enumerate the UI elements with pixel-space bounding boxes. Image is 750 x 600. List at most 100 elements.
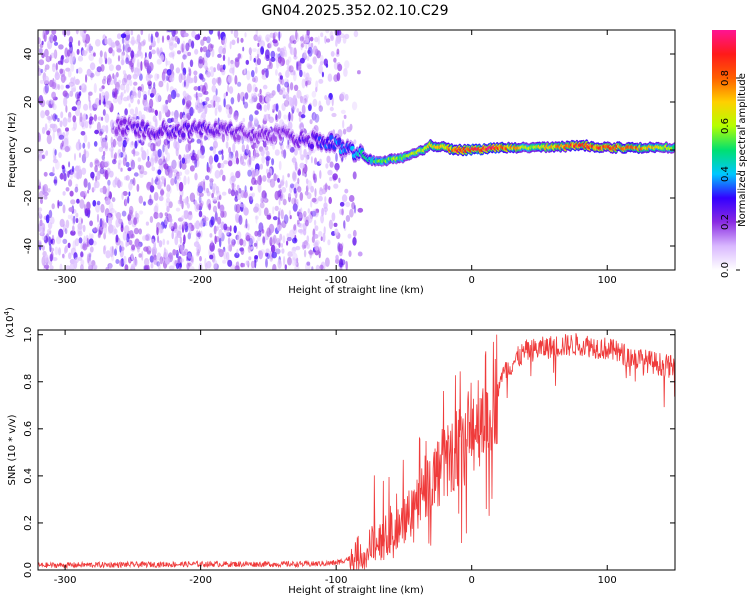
- spectrogram-ridge-cell: [672, 145, 675, 150]
- spectrogram-cell: [62, 191, 66, 196]
- spectrogram-cell: [125, 175, 130, 181]
- spectrogram-cell: [147, 155, 150, 162]
- spectrogram-cell: [94, 180, 100, 189]
- spectrogram-cell: [198, 222, 204, 227]
- spectrogram-cell: [314, 113, 320, 123]
- spectrogram-cell: [301, 34, 305, 42]
- spectrogram-cell: [239, 158, 245, 165]
- spectrogram-cell: [62, 238, 68, 244]
- spectrogram-cell: [343, 220, 346, 229]
- spectrogram-cell: [110, 252, 113, 258]
- spectrogram-cell: [115, 259, 120, 264]
- spectrogram-cell: [307, 208, 310, 214]
- spectrogram-cell: [65, 84, 70, 89]
- spectrogram-cell: [290, 34, 296, 41]
- spectrogram-cell: [156, 180, 162, 190]
- spectrogram-cell: [136, 58, 140, 68]
- spectrogram-cell: [158, 80, 164, 88]
- spectrogram-cell: [201, 112, 207, 119]
- spectrogram-cell: [154, 73, 159, 81]
- spectrogram-cell: [59, 68, 64, 74]
- spectrogram-cell: [168, 201, 173, 209]
- spectrogram-cell: [102, 150, 106, 157]
- spectrogram-cell: [38, 179, 41, 185]
- spectrogram-cell: [130, 233, 135, 239]
- spectrogram-cell: [68, 36, 74, 44]
- spectrogram-cell: [107, 217, 113, 226]
- spectrogram-cell: [45, 214, 50, 224]
- spectrogram-cell: [202, 101, 208, 106]
- spectrogram-cell: [174, 176, 177, 185]
- spectrogram-cell: [321, 207, 324, 217]
- spectrogram-cell: [321, 71, 324, 78]
- spectrogram-cell: [184, 223, 189, 233]
- spectrogram-cell: [81, 121, 86, 130]
- spectrogram-cell: [341, 208, 344, 216]
- spectrogram-cell: [76, 48, 80, 55]
- spectrogram-cell: [225, 106, 230, 115]
- spectrogram-cell: [255, 215, 258, 224]
- spectrogram-cell: [187, 213, 192, 220]
- spectrogram-cell: [186, 100, 192, 108]
- spectrogram-cell: [313, 233, 319, 239]
- spectrogram-cell: [126, 74, 132, 81]
- spectrogram-cell: [269, 236, 274, 244]
- spectrogram-cell: [178, 224, 182, 230]
- spectrogram-cell: [230, 30, 234, 35]
- spectrogram-cell: [206, 166, 211, 173]
- spectrogram-cell: [94, 159, 100, 167]
- spectrogram-cell: [68, 81, 75, 87]
- spectrogram-cell: [175, 207, 181, 212]
- snr-panel: -300 -200 -100 0 100 0.0 0.2 0.4 0.6 0.8 1.0 Heig…: [3, 307, 676, 596]
- spectrogram-cell: [273, 31, 278, 37]
- spectrogram-cell: [52, 257, 58, 262]
- spectrogram-cell: [121, 192, 124, 200]
- spectrogram-cell: [103, 245, 106, 255]
- spectrogram-cell: [188, 211, 193, 216]
- spectrogram-cell: [178, 73, 183, 84]
- spectrogram-cell: [38, 48, 43, 54]
- spectrogram-cell: [44, 109, 50, 117]
- spectrogram-cell: [76, 68, 79, 74]
- spectrogram-cell: [58, 44, 64, 50]
- spectrogram-cell: [323, 184, 329, 190]
- spectrogram-cell: [279, 233, 283, 241]
- spectrogram-cell: [168, 265, 175, 270]
- spectrogram-cell: [82, 243, 88, 251]
- spectrogram-cell: [214, 107, 218, 116]
- spectrogram-cell: [294, 198, 297, 205]
- spectrogram-cell: [145, 106, 152, 113]
- spectrogram-cell: [300, 207, 303, 214]
- spectrogram-cell: [311, 210, 317, 217]
- spectrogram-cell: [124, 38, 130, 45]
- spectrogram-cell: [327, 73, 333, 82]
- spectrogram-cell: [179, 258, 184, 263]
- spectrogram-cell: [278, 242, 281, 248]
- spectrogram-cell: [278, 89, 284, 95]
- spectrogram-cell: [281, 220, 287, 229]
- spectrogram-cell: [229, 41, 232, 50]
- spectrogram-cell: [145, 221, 149, 226]
- spectrogram-cell: [306, 192, 312, 200]
- spectrogram-cell: [40, 68, 44, 74]
- spectrogram-cell: [261, 190, 267, 199]
- spectrogram-cell: [174, 235, 179, 246]
- spectrogram-cell: [52, 34, 58, 42]
- spectrogram-cell: [106, 100, 112, 106]
- spectrogram-cell: [285, 93, 290, 101]
- snr-plot-area: [38, 333, 675, 570]
- spectrogram-cell: [325, 30, 330, 34]
- spectrogram-cell: [297, 186, 302, 193]
- spectrogram-cell: [103, 75, 107, 81]
- spectrogram-cell: [308, 77, 312, 82]
- spectrogram-cell: [222, 259, 227, 264]
- spectrogram-cell: [222, 54, 226, 61]
- spectrogram-cell: [129, 209, 133, 217]
- spectrogram-cell: [54, 114, 58, 120]
- spectrogram-cell: [115, 212, 122, 220]
- spectrogram-cell: [160, 228, 164, 234]
- spectrogram-cell: [101, 138, 106, 148]
- spectrogram-cell: [335, 166, 339, 172]
- spectrogram-cell: [38, 37, 41, 45]
- spectrogram-cell: [127, 46, 132, 53]
